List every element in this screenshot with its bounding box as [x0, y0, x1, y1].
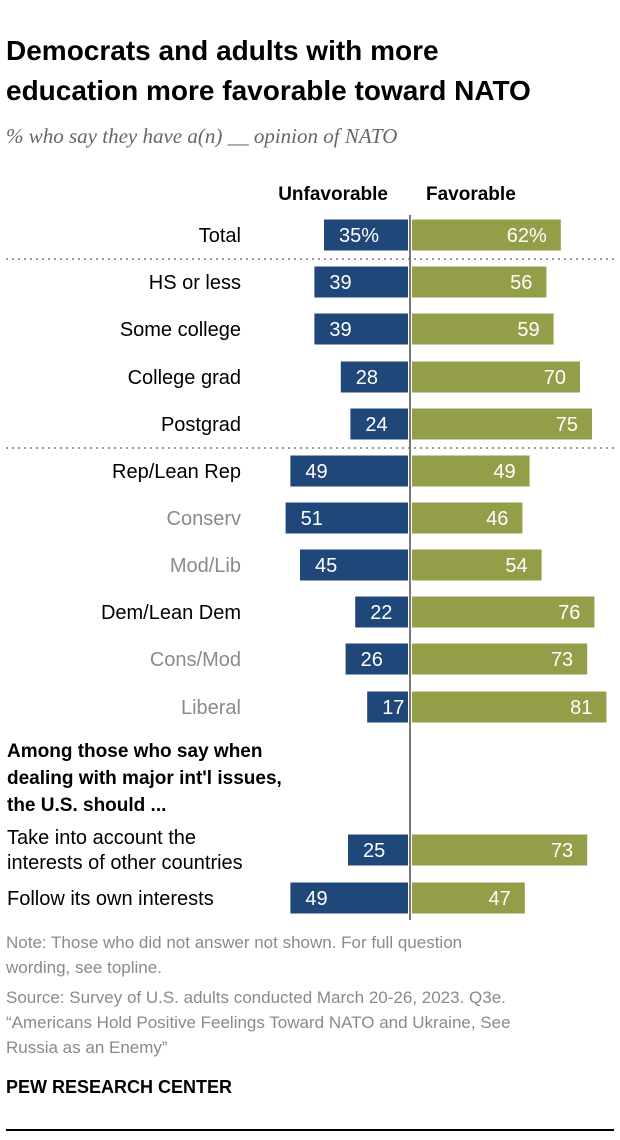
bar-favorable: [412, 643, 588, 675]
source-line-3: Russia as an Enemy”: [6, 1038, 168, 1057]
bar-unfavorable: [285, 502, 408, 534]
value-label-unfavorable: 49: [305, 888, 327, 910]
row-label: Some college: [120, 319, 241, 341]
source-line-1: Source: Survey of U.S. adults conducted …: [6, 988, 506, 1007]
value-label-unfavorable: 17: [382, 697, 404, 719]
value-label-favorable: 54: [505, 555, 527, 577]
bar-unfavorable: [314, 313, 408, 345]
note-line-1: Note: Those who did not answer not shown…: [6, 933, 462, 952]
row-label: Dem/Lean Dem: [101, 602, 241, 624]
source-line-2: “Americans Hold Positive Feelings Toward…: [6, 1013, 511, 1032]
value-label-unfavorable: 22: [370, 602, 392, 624]
value-label-unfavorable: 26: [361, 649, 383, 671]
row-label: College grad: [128, 367, 241, 389]
bar-unfavorable: [350, 408, 408, 440]
row-label: Total: [199, 225, 241, 247]
value-label-favorable: 47: [489, 888, 511, 910]
legend-favorable: Favorable: [426, 184, 516, 205]
bar-unfavorable: [290, 455, 408, 487]
bar-favorable: [412, 361, 580, 393]
bar-unfavorable: [314, 266, 408, 298]
chart-title-line-1: Democrats and adults with more: [6, 35, 439, 66]
bar-favorable: [412, 596, 595, 628]
row-label: Rep/Lean Rep: [112, 461, 241, 483]
row-label: Cons/Mod: [150, 649, 241, 671]
chart-subtitle: % who say they have a(n) __ opinion of N…: [6, 124, 397, 148]
section-header-line-1: Among those who say when: [7, 741, 262, 762]
value-label-favorable: 70: [544, 367, 566, 389]
bar-favorable: [412, 502, 523, 534]
value-label-favorable: 56: [510, 272, 532, 294]
value-label-favorable: 59: [517, 319, 539, 341]
bar-favorable: [412, 408, 592, 440]
value-label-favorable: 81: [570, 697, 592, 719]
section-header-line-2: dealing with major int'l issues,: [7, 768, 282, 789]
bar-unfavorable: [300, 549, 408, 581]
value-label-favorable: 49: [493, 461, 515, 483]
row-label: Take into account the: [7, 827, 196, 849]
row-label: Mod/Lib: [170, 555, 241, 577]
section-header-line-3: the U.S. should ...: [7, 795, 166, 816]
value-label-unfavorable: 39: [329, 272, 351, 294]
bar-unfavorable: [348, 834, 408, 866]
legend-unfavorable: Unfavorable: [278, 184, 388, 205]
row-label: Liberal: [181, 697, 241, 719]
note-line-2: wording, see topline.: [5, 958, 162, 977]
value-label-favorable: 46: [486, 508, 508, 530]
value-label-favorable: 73: [551, 840, 573, 862]
bar-unfavorable: [340, 361, 408, 393]
bar-unfavorable: [324, 219, 408, 251]
pew-logo-text: PEW RESEARCH CENTER: [6, 1077, 232, 1097]
value-label-favorable: 73: [551, 649, 573, 671]
bar-unfavorable: [367, 691, 408, 723]
value-label-favorable: 76: [558, 602, 580, 624]
value-label-unfavorable: 45: [315, 555, 337, 577]
bar-favorable: [412, 882, 525, 914]
bars-group: 35% 62% Total 39 56 HS or less 39 59 Some colleg…: [7, 219, 607, 914]
row-label: Postgrad: [161, 414, 241, 436]
bar-unfavorable: [290, 882, 408, 914]
row-label: Conserv: [167, 508, 241, 530]
value-label-unfavorable: 24: [365, 414, 387, 436]
value-label-unfavorable: 49: [305, 461, 327, 483]
value-label-unfavorable: 39: [329, 319, 351, 341]
bar-favorable: [412, 549, 542, 581]
bar-unfavorable: [345, 643, 408, 675]
value-label-unfavorable: 28: [356, 367, 378, 389]
bar-favorable: [412, 691, 607, 723]
bar-favorable: [412, 266, 547, 298]
bar-favorable: [412, 219, 561, 251]
row-label: Follow its own interests: [7, 888, 214, 910]
value-label-unfavorable: 35%: [339, 225, 379, 247]
bar-favorable: [412, 313, 554, 345]
bar-favorable: [412, 455, 530, 487]
value-label-unfavorable: 25: [363, 840, 385, 862]
row-label: HS or less: [149, 272, 241, 294]
value-label-unfavorable: 51: [301, 508, 323, 530]
chart-title-line-2: education more favorable toward NATO: [6, 75, 531, 106]
value-label-favorable: 75: [556, 414, 578, 436]
row-label: interests of other countries: [7, 852, 243, 874]
bar-unfavorable: [355, 596, 408, 628]
bar-favorable: [412, 834, 588, 866]
value-label-favorable: 62%: [507, 225, 547, 247]
